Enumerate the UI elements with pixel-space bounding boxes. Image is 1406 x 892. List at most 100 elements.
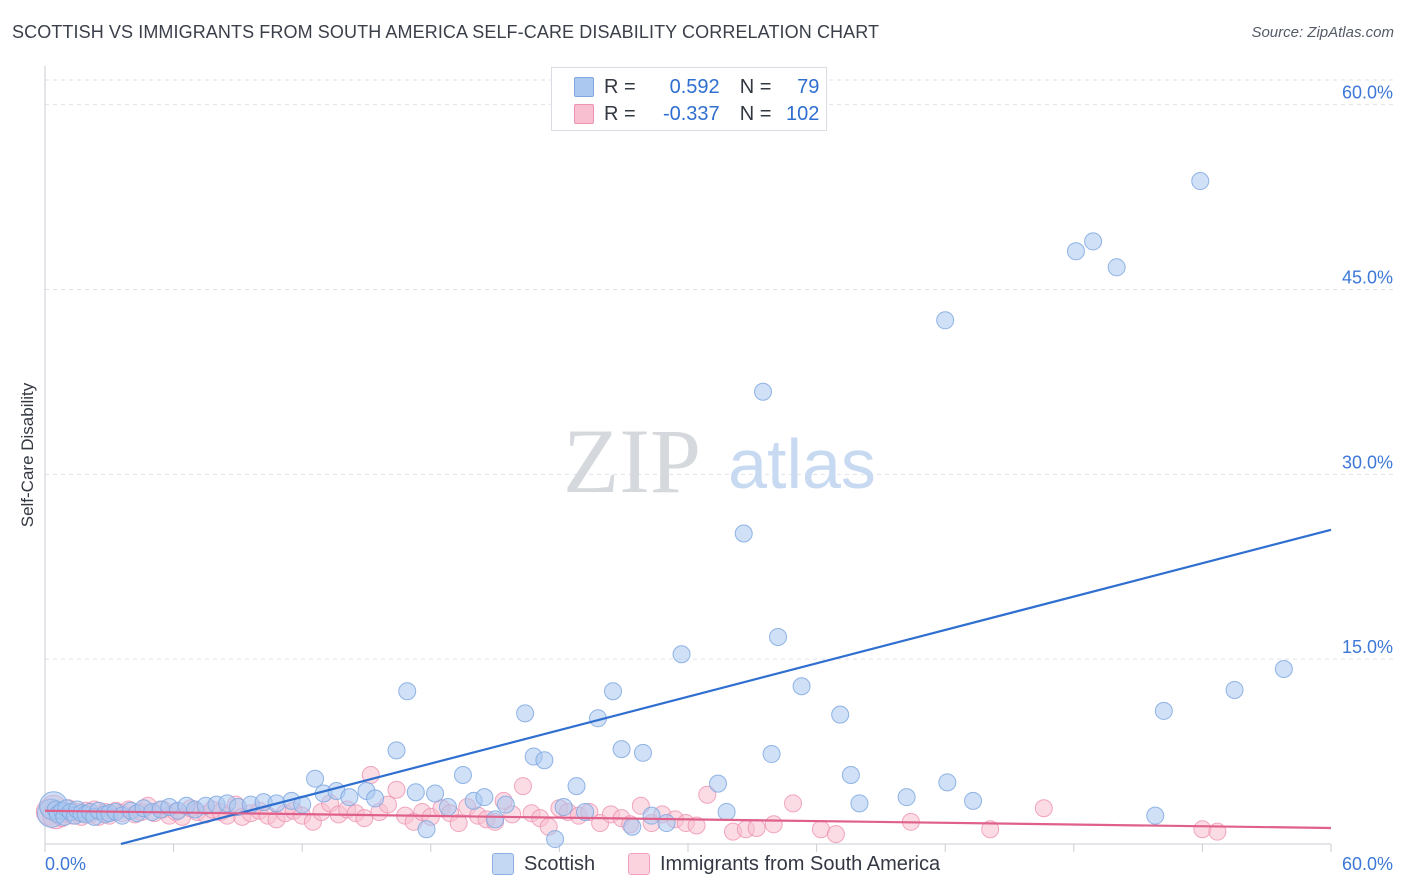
scottish-point	[831, 705, 850, 724]
bottom-legend-immigrants: Immigrants from South America	[628, 851, 940, 877]
scottish-point	[516, 704, 535, 723]
scottish-point	[938, 773, 957, 792]
source-credit: Source: ZipAtlas.com	[1251, 24, 1394, 41]
watermark-zip: ZIP	[563, 410, 701, 512]
scottish-point	[623, 817, 642, 836]
scottish-point	[546, 830, 565, 849]
legend-n-value: 79	[797, 75, 820, 98]
immigrants-point	[1193, 820, 1212, 839]
legend-r-value: 0.592	[669, 75, 720, 98]
scottish-point	[1084, 232, 1103, 251]
legend-row-scottish: R = 0.592 N = 79	[574, 74, 819, 100]
scottish-point	[1274, 660, 1293, 679]
legend-n-value: 102	[786, 102, 820, 125]
scottish-point	[612, 740, 631, 759]
scottish-point	[1107, 258, 1126, 277]
scottish-point	[417, 820, 436, 839]
y-axis-label: Self-Care Disability	[18, 382, 37, 528]
scottish-point	[426, 784, 445, 803]
bottom-swatch-immigrants	[628, 853, 650, 875]
y-tick-label: 45.0%	[1342, 267, 1393, 287]
scottish-point	[841, 765, 860, 784]
scottish-point	[496, 795, 515, 814]
scottish-point	[709, 774, 728, 793]
scottish-point	[567, 777, 586, 796]
scottish-point	[1191, 172, 1210, 191]
scottish-point	[398, 682, 417, 701]
bottom-legend-label: Scottish	[524, 852, 596, 875]
scottish-point	[762, 745, 781, 764]
scottish-point	[850, 794, 869, 813]
y-tick-label: 60.0%	[1342, 83, 1393, 103]
scottish-point	[366, 789, 385, 808]
immigrants-point	[387, 780, 406, 799]
y-tick-label: 30.0%	[1342, 452, 1393, 472]
scottish-point	[754, 382, 773, 401]
immigrants-trend-line	[44, 809, 1332, 830]
x-tick-label: 0.0%	[45, 854, 86, 874]
scottish-point	[734, 524, 753, 543]
x-tick-label: 60.0%	[1342, 854, 1393, 874]
scottish-point	[1146, 806, 1165, 825]
immigrants-point	[687, 816, 706, 835]
scottish-point	[387, 741, 406, 760]
immigrants-point	[826, 825, 845, 844]
scottish-point	[642, 806, 661, 825]
scottish-point	[792, 677, 811, 696]
immigrants-point	[355, 809, 374, 828]
scottish-point	[486, 810, 505, 829]
stats-legend: R = 0.592 N = 79 R = -0.337 N = 102	[551, 67, 827, 131]
scottish-point	[964, 791, 983, 810]
y-tick-label: 15.0%	[1342, 637, 1393, 657]
legend-r-value: -0.337	[662, 102, 720, 125]
scottish-point	[475, 788, 494, 807]
legend-swatch-scottish	[574, 77, 594, 97]
scottish-point	[672, 645, 691, 664]
scottish-point	[1154, 701, 1173, 720]
scottish-point	[769, 627, 788, 646]
immigrants-point	[811, 820, 830, 839]
scottish-point	[306, 769, 325, 788]
scottish-point	[554, 798, 573, 817]
immigrants-point	[449, 814, 468, 833]
scottish-point	[657, 814, 676, 833]
bottom-swatch-scottish	[492, 853, 514, 875]
scottish-point	[936, 311, 955, 330]
bottom-legend-label: Immigrants from South America	[660, 852, 941, 875]
legend-n-label: N =	[739, 102, 772, 125]
immigrants-point	[513, 777, 532, 796]
scottish-trend-line	[120, 528, 1332, 846]
scottish-point	[1066, 242, 1085, 261]
scottish-point	[340, 788, 359, 807]
scottish-point	[535, 751, 554, 770]
scottish-point	[576, 802, 595, 821]
trend-layer	[44, 528, 1332, 846]
legend-r-label: R =	[604, 102, 636, 125]
grid-layer	[45, 79, 1393, 660]
legend-r-label: R =	[604, 75, 636, 98]
watermark: ZIP atlas	[563, 410, 876, 512]
legend-row-immigrants: R = -0.337 N = 102	[574, 101, 819, 127]
scottish-point	[897, 788, 916, 807]
immigrants-point	[764, 815, 783, 834]
chart-title: SCOTTISH VS IMMIGRANTS FROM SOUTH AMERIC…	[12, 22, 880, 42]
scottish-point	[633, 743, 652, 762]
legend-n-label: N =	[739, 75, 772, 98]
immigrants-point	[747, 818, 766, 837]
watermark-atlas: atlas	[728, 425, 876, 503]
bottom-legend-scottish: Scottish	[492, 851, 595, 877]
immigrants-point	[698, 785, 717, 804]
immigrants-point	[1034, 799, 1053, 818]
scottish-point	[603, 682, 622, 701]
scottish-point	[1225, 680, 1244, 699]
scottish-point	[717, 802, 736, 821]
scottish-point	[453, 765, 472, 784]
axis-layer	[44, 66, 1332, 852]
scottish-point	[438, 798, 457, 817]
legend-swatch-immigrants	[574, 104, 594, 124]
immigrants-point	[784, 794, 803, 813]
tick-layer: 15.0% 30.0% 45.0% 60.0% 0.0% 60.0%	[45, 83, 1393, 874]
immigrants-point	[981, 820, 1000, 839]
scottish-point	[406, 783, 425, 802]
